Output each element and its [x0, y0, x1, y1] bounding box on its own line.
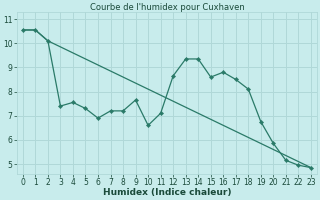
X-axis label: Humidex (Indice chaleur): Humidex (Indice chaleur) [103, 188, 231, 197]
Title: Courbe de l'humidex pour Cuxhaven: Courbe de l'humidex pour Cuxhaven [90, 3, 244, 12]
